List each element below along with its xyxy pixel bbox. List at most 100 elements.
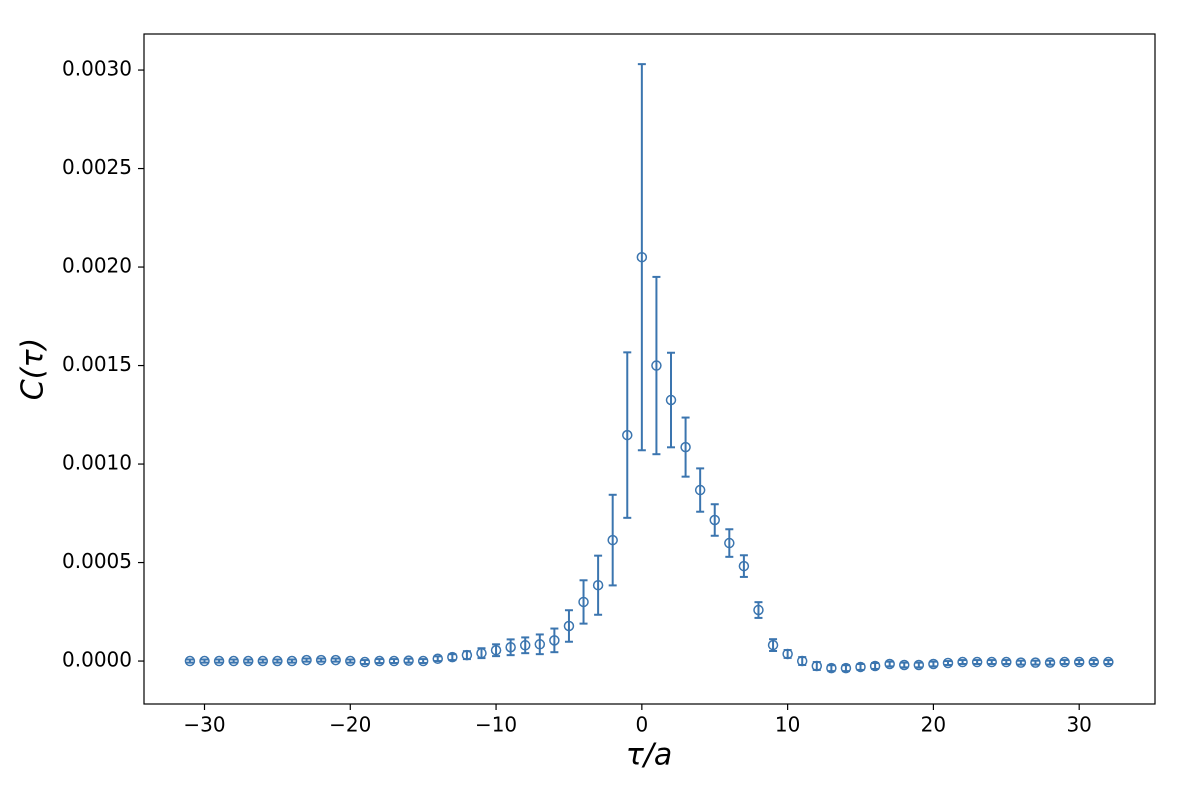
error-bar [929,660,938,668]
marker [1044,657,1056,668]
marker [986,656,997,668]
error-bar [229,658,238,664]
marker [884,658,895,670]
error-bar [739,554,748,578]
error-bar [667,351,676,449]
marker [738,560,750,572]
marker [709,514,720,526]
error-bar [360,659,369,666]
marker [913,659,925,671]
marker [432,653,444,664]
marker [505,642,516,653]
marker [1088,656,1100,668]
error-bar [623,351,632,519]
marker [899,659,910,671]
marker [301,654,312,666]
error-bar [710,503,719,537]
error-bar [317,657,326,663]
error-bar [419,658,428,665]
error-bar [521,636,530,655]
x-tick-label: −20 [329,713,371,737]
error-bar [608,493,617,587]
marker [242,655,254,667]
error-bar [1016,659,1025,666]
marker [461,649,473,661]
marker [476,647,487,659]
x-axis-title: τ/a [626,738,673,773]
error-bar [841,664,850,673]
error-bar [652,275,661,456]
error-bar [1060,659,1069,666]
marker [636,251,648,263]
x-tick-label: −10 [475,713,517,737]
error-bar [1031,659,1040,666]
error-bar [448,653,457,662]
marker [1073,656,1085,668]
marker [1001,656,1012,668]
marker [928,658,939,670]
marker [534,639,546,650]
error-bar [215,658,224,664]
error-bar [346,658,355,664]
error-bar [827,664,836,673]
error-bar [331,657,340,663]
marker [359,656,371,668]
marker [417,655,429,667]
marker [184,655,196,667]
marker [286,655,298,667]
error-bar [564,609,573,643]
error-bar [185,658,194,664]
marker [563,620,575,632]
marker [767,639,779,651]
marker [971,656,983,668]
error-bar [1104,659,1113,666]
marker [622,429,633,441]
error-bar [1046,659,1055,666]
x-tick-label: −30 [183,713,225,737]
marker [826,662,837,674]
y-tick-label: 0.0015 [62,352,132,376]
error-bar [594,554,603,616]
error-bar [973,659,982,666]
x-tick-label: 10 [775,713,800,737]
y-tick-label: 0.0020 [62,254,132,278]
marker [272,655,283,667]
x-tick-label: 30 [1066,713,1091,737]
marker [724,537,735,549]
error-bar [637,63,646,452]
marker [957,656,968,668]
marker [403,655,414,666]
error-bar [244,658,253,664]
error-bar [725,528,734,558]
error-bar [404,657,413,664]
marker [592,579,604,591]
error-bar [987,659,996,666]
marker [330,654,341,666]
marker [257,655,269,667]
marker [869,660,881,672]
error-bar [200,658,209,664]
marker [1103,656,1114,668]
marker [490,644,502,656]
marker [345,655,356,667]
error-bar [900,661,909,669]
marker [680,441,691,453]
error-bar [433,655,442,663]
error-bar [1075,659,1084,666]
marker [1015,657,1027,668]
marker [228,655,239,667]
error-bar [258,658,267,664]
error-bar [871,662,880,670]
error-bar [390,658,399,665]
y-tick-label: 0.0005 [62,549,132,573]
marker [607,534,618,546]
error-bar [302,657,311,663]
marker [1030,657,1041,668]
marker [549,635,560,646]
y-tick-label: 0.0025 [62,155,132,179]
y-tick-label: 0.0030 [62,57,132,81]
marker [753,604,764,616]
error-bar [681,416,690,478]
error-bar [375,658,384,665]
